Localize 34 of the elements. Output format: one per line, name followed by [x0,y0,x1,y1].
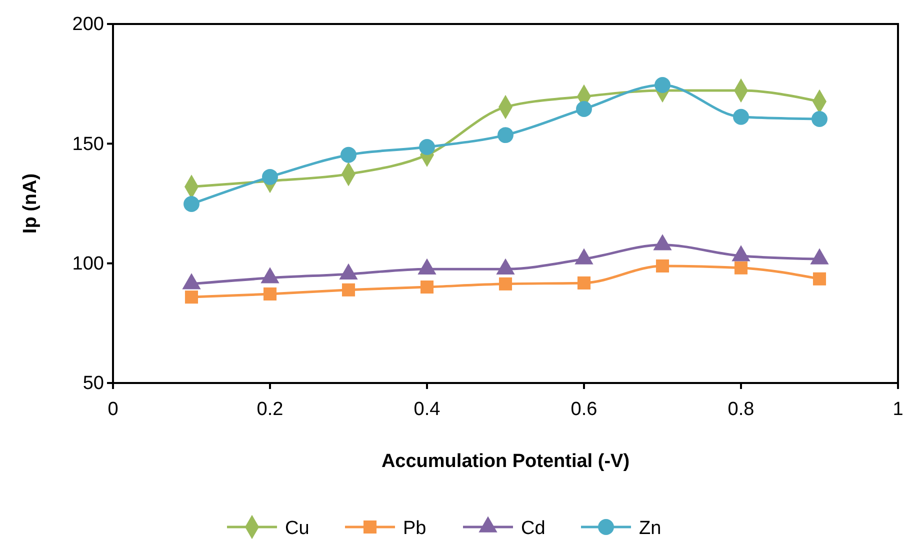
x-tick-label: 0.8 [728,398,754,420]
legend-label: Cd [521,518,546,539]
x-tick-label: 1 [892,398,904,420]
point [812,272,826,286]
legend-label: Pb [403,518,426,539]
x-tick-label: 0.4 [414,398,441,420]
y-tick-label: 150 [72,134,104,155]
legend-label: Zn [639,518,662,539]
point [263,287,277,300]
point [498,127,514,144]
y-tick-label: 100 [72,253,104,274]
y-axis-title: Ip (nA) [20,173,41,234]
y-tick-label: 50 [82,373,104,394]
x-tick-label: 0.2 [256,398,284,420]
point [734,261,748,274]
point [184,196,200,212]
legend-label: Cu [285,518,310,539]
point [262,168,278,185]
point [576,101,592,117]
point [184,290,198,304]
point [656,259,670,272]
point [420,280,434,294]
x-tick-label: 0 [108,398,118,420]
point [654,77,670,93]
x-tick-label: 0.6 [570,398,598,420]
x-axis-title: Accumulation Potential (-V) [381,451,630,472]
point [419,139,435,155]
y-tick-label: 200 [72,14,104,36]
point [733,108,749,125]
point [498,277,512,290]
point [812,111,828,127]
point [577,276,591,290]
point [342,283,356,296]
point [340,146,356,163]
